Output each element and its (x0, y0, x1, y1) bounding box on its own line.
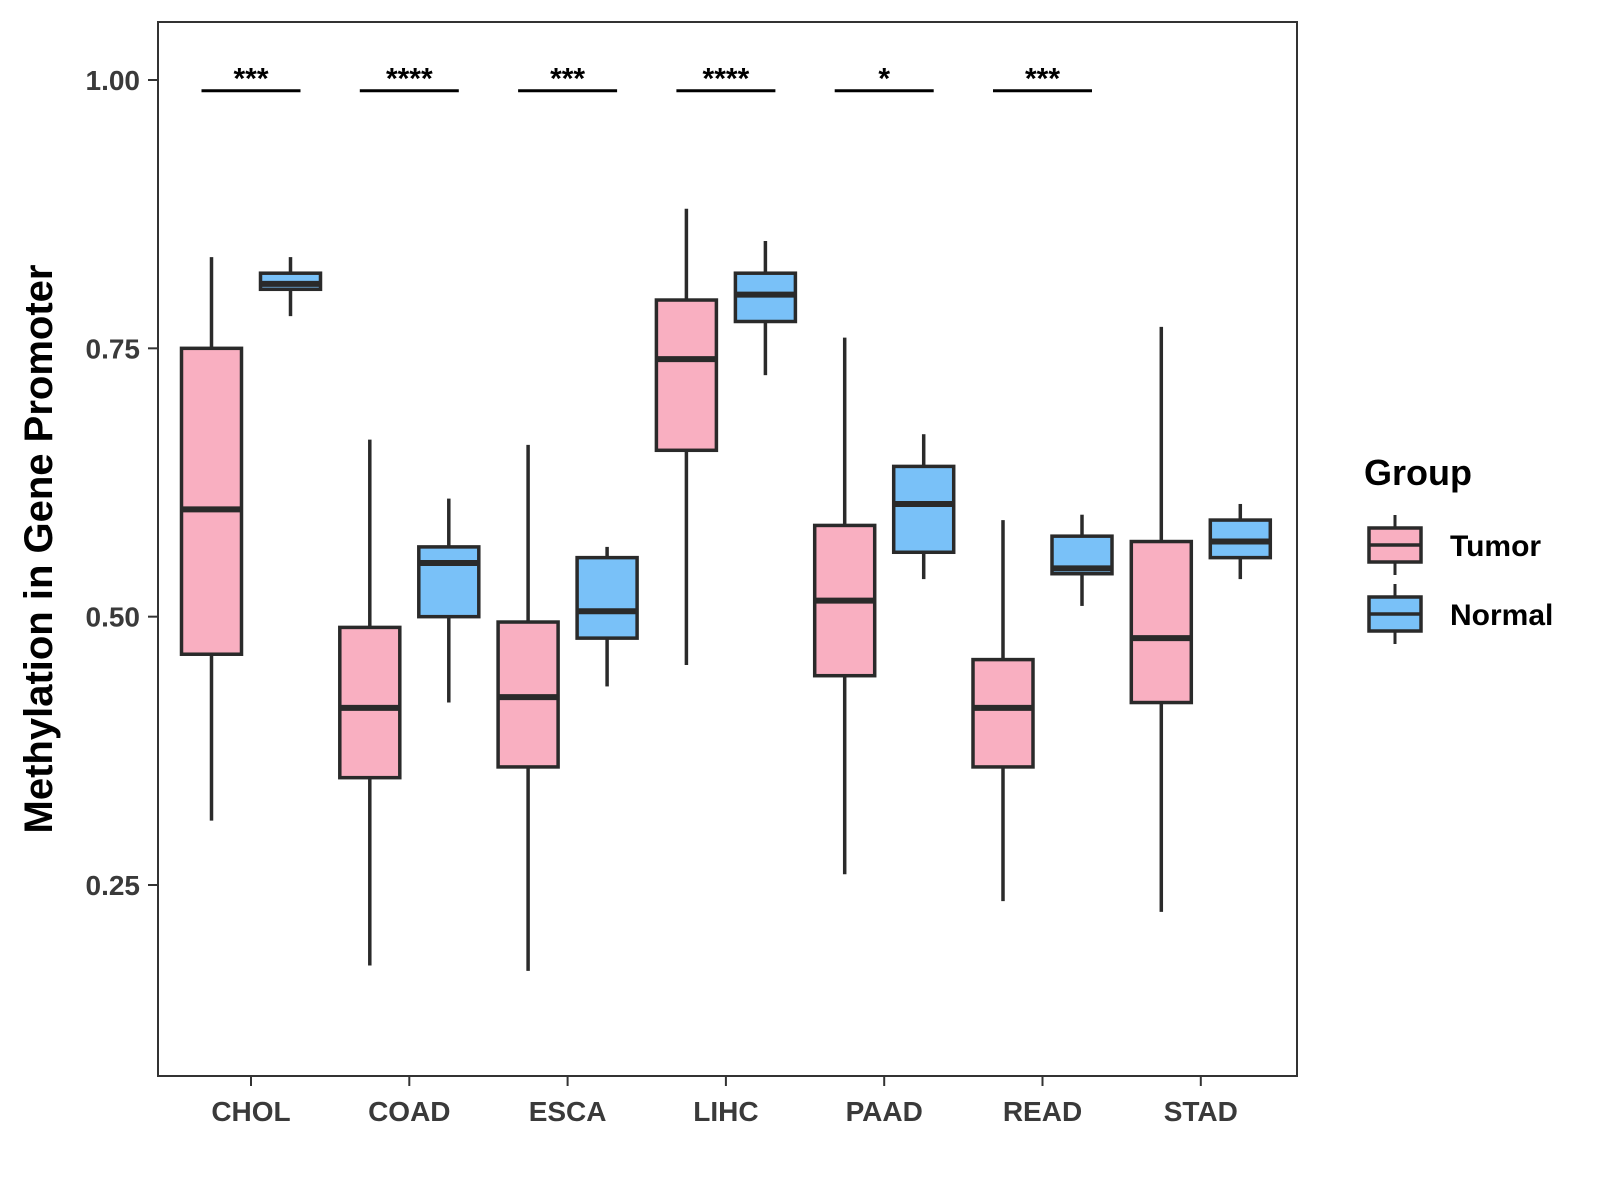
significance-label: * (878, 63, 890, 96)
legend-title: Group (1364, 452, 1472, 493)
significance-label: *** (550, 63, 585, 96)
significance-label: **** (386, 63, 433, 96)
tumor-box-coad (338, 439, 402, 966)
iqr-box (1129, 539, 1194, 705)
tumor-box-read (971, 520, 1035, 902)
normal-box-stad (1208, 503, 1273, 580)
tumor-box-lihc (654, 208, 719, 665)
plot-area: 0.25 0.50 0.75 1.00 CHOL COAD ESCA LIHC PAAD READ… (86, 63, 1273, 1127)
significance-label: *** (233, 63, 268, 96)
legend-item-tumor: Tumor (1367, 515, 1541, 575)
x-tick-label: READ (1003, 1096, 1082, 1127)
normal-box-paad (891, 434, 956, 580)
y-tick-label: 0.75 (86, 333, 141, 364)
significance-read: *** (993, 63, 1092, 96)
normal-box-lihc (733, 241, 798, 376)
legend-label: Normal (1450, 599, 1553, 632)
x-tick-label: CHOL (211, 1096, 290, 1127)
significance-esca: *** (518, 63, 618, 96)
significance-label: *** (1025, 63, 1060, 96)
plot-panel-border (157, 21, 1298, 1077)
x-tick-label: COAD (368, 1096, 450, 1127)
y-tick-label: 0.50 (86, 602, 141, 633)
significance-label: **** (703, 63, 750, 96)
tumor-box-stad (1129, 326, 1194, 912)
x-tick-label: PAAD (846, 1096, 923, 1127)
iqr-box (179, 346, 244, 656)
normal-box-read (1050, 514, 1114, 606)
y-tick-label: 0.25 (86, 870, 141, 901)
tumor-box-esca (496, 444, 560, 971)
normal-box-esca (575, 546, 639, 687)
iqr-box (654, 298, 719, 453)
iqr-box (417, 545, 481, 619)
significance-lihc: **** (676, 63, 776, 96)
iqr-box (971, 657, 1035, 769)
iqr-box (338, 625, 402, 780)
iqr-box (575, 555, 639, 640)
significance-coad: **** (359, 63, 459, 96)
normal-box-coad (417, 498, 481, 703)
legend: Group Tumor Normal (1364, 452, 1553, 644)
tumor-box-paad (812, 337, 877, 875)
significance-chol: *** (201, 63, 301, 96)
y-tick-label: 1.00 (86, 65, 141, 96)
legend-label: Tumor (1450, 530, 1541, 563)
x-tick-label: LIHC (693, 1096, 758, 1127)
y-axis-label: Methylation in Gene Promoter (17, 265, 61, 834)
iqr-box (891, 464, 956, 555)
significance-paad: * (834, 63, 934, 96)
normal-box-chol (258, 257, 323, 317)
tumor-box-chol (179, 257, 244, 821)
x-tick-label: STAD (1164, 1096, 1238, 1127)
legend-item-normal: Normal (1367, 584, 1553, 644)
x-tick-label: ESCA (529, 1096, 607, 1127)
